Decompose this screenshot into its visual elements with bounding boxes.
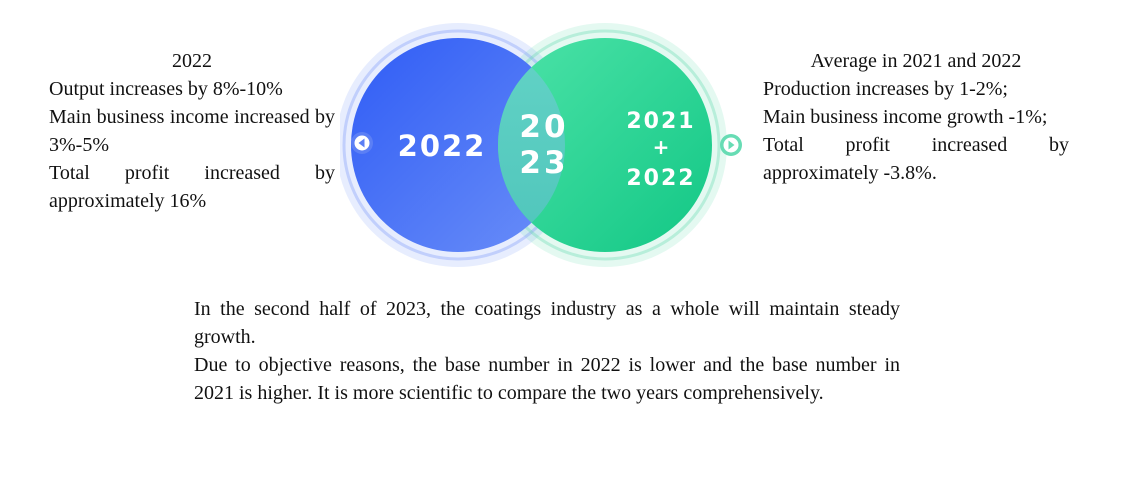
venn-diagram: 2022 20 23 2021 + 2022 [340,23,742,267]
venn-label-2023-bottom: 23 [519,145,568,181]
circle-2022 [351,38,565,252]
right-arrow-icon[interactable] [720,134,742,156]
right-panel-average: Average in 2021 and 2022 Production incr… [763,47,1069,187]
right-panel-profit-line: Total profit increased by approximately … [763,134,1069,184]
venn-label-2021: 2021 [626,109,695,134]
venn-label-2023-top: 20 [519,109,568,145]
left-panel-heading: 2022 [172,50,212,72]
venn-label-plus: + [653,135,670,159]
left-arrow-icon[interactable] [351,132,373,154]
venn-label-2022: 2022 [398,129,487,163]
venn-label-2022-right: 2022 [626,166,695,191]
summary-line-steady-growth: In the second half of 2023, the coatings… [194,298,900,348]
summary-line-base-comparison: Due to objective reasons, the base numbe… [194,354,900,404]
right-panel-heading: Average in 2021 and 2022 [810,50,1022,72]
left-panel-income-line: Main business income increased by 3%-5% [49,106,335,156]
circle-2021-2022 [498,38,712,252]
right-panel-production-line: Production increases by 1-2%; [763,78,1008,100]
left-panel-output-line: Output increases by 8%-10% [49,78,283,100]
left-panel-profit-line: Total profit increased by approximately … [49,162,335,212]
left-panel-2022: 2022 Output increases by 8%-10% Main bus… [49,47,335,215]
right-panel-income-line: Main business income growth -1%; [763,106,1048,128]
summary-paragraph: In the second half of 2023, the coatings… [194,295,900,407]
